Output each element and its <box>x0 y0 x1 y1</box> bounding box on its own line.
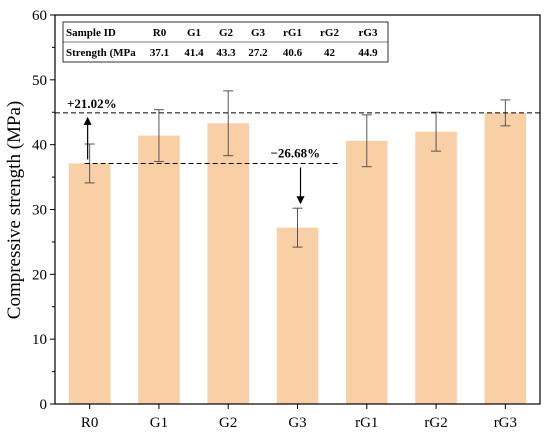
bar-R0 <box>68 163 111 404</box>
table-value-cell: 41.4 <box>184 47 204 59</box>
table-header-cell: rG2 <box>320 27 339 39</box>
increase-arrow-head <box>83 116 92 125</box>
bar-G2 <box>207 123 249 404</box>
table-header-cell: G1 <box>187 27 201 39</box>
table-value-cell: 37.1 <box>150 47 169 59</box>
table-value-cell: 27.2 <box>248 47 268 59</box>
x-tick-label: rG3 <box>494 415 517 431</box>
y-tick-label: 50 <box>32 73 47 89</box>
y-tick-label: 30 <box>32 203 47 219</box>
table-value-cell: 44.9 <box>358 47 378 59</box>
reference-lines-layer: +21.02% −26.68% <box>55 96 540 205</box>
bar-rG3 <box>484 112 527 405</box>
table-header-cell: G3 <box>251 27 266 39</box>
y-tick-label: 10 <box>32 332 47 348</box>
decrease-annotation: −26.68% <box>271 145 321 160</box>
table-value-cell: 40.6 <box>283 47 303 59</box>
y-tick-label: 40 <box>32 138 47 154</box>
decrease-arrow-head <box>296 196 305 205</box>
bar-G1 <box>138 135 180 404</box>
table-header-cell: G2 <box>219 27 234 39</box>
y-tick-label: 20 <box>32 267 47 283</box>
ticks-layer: 0 10 20 30 40 50 60 R0 G1 G2 G3 rG1 rG2 rG3 <box>32 8 517 431</box>
table-value-cell: Strength (MPa <box>66 47 136 59</box>
inset-table: Sample ID R0 G1 G2 G3 rG1 rG2 rG3 Strength (MPa 3… <box>62 21 389 63</box>
x-tick-label: rG2 <box>424 415 447 431</box>
table-value-cell: 43.3 <box>216 47 236 59</box>
y-tick-label: 60 <box>32 8 47 24</box>
table-value-cell: 42 <box>324 47 336 59</box>
table-header-cell: Sample ID <box>66 27 116 39</box>
x-tick-label: rG1 <box>355 415 378 431</box>
table-header-cell: rG3 <box>359 27 378 39</box>
bars-layer <box>68 90 527 405</box>
bar-rG1 <box>346 140 388 404</box>
x-tick-label: G3 <box>288 415 306 431</box>
increase-annotation: +21.02% <box>67 96 117 111</box>
table-header-cell: rG1 <box>283 27 302 39</box>
bar-rG2 <box>415 131 457 404</box>
y-axis-title: Compressive strength (MPa) <box>4 101 25 319</box>
x-tick-label: G2 <box>219 415 237 431</box>
y-tick-label: 0 <box>40 397 48 413</box>
table-header-cell: R0 <box>153 27 167 39</box>
x-tick-label: R0 <box>81 415 99 431</box>
x-tick-label: G1 <box>150 415 168 431</box>
bar-G3 <box>276 227 319 404</box>
